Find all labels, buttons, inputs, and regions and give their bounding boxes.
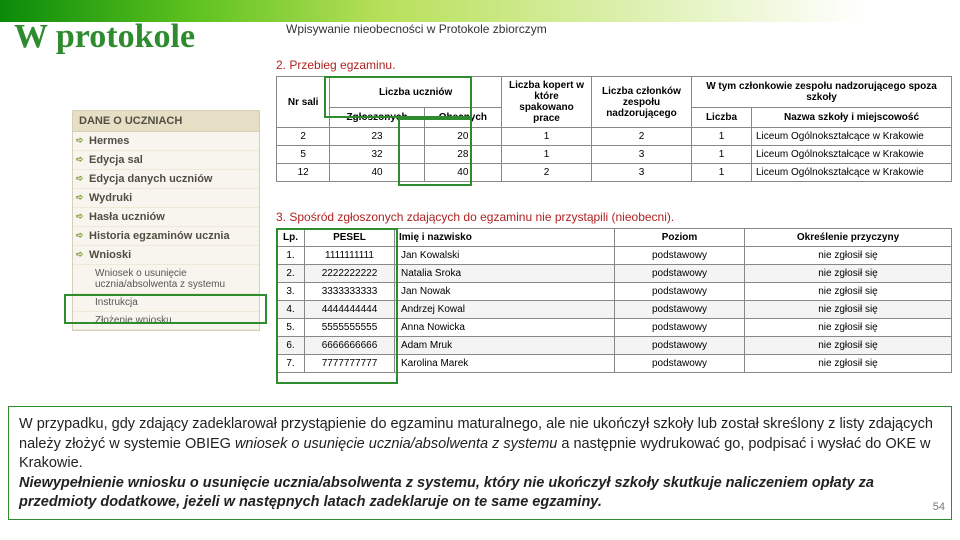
page-title: W protokole: [14, 18, 195, 56]
table-row: 4.4444444444Andrzej Kowalpodstawowynie z…: [277, 301, 952, 319]
table-row: 5.5555555555Anna Nowickapodstawowynie zg…: [277, 319, 952, 337]
table-row: 1.1111111111Jan Kowalskipodstawowynie zg…: [277, 247, 952, 265]
sidebar-item-wnioski[interactable]: Wnioski: [73, 246, 259, 265]
section-3: 3. Spośród zgłoszonych zdających do egza…: [276, 210, 952, 373]
sidebar-sub-zlozenie[interactable]: Złożenie wniosku: [73, 312, 259, 330]
th-liczba-uczniow: Liczba uczniów: [330, 77, 502, 108]
sidebar-item-hermes[interactable]: Hermes: [73, 132, 259, 151]
th-przyczyna: Określenie przyczyny: [745, 229, 952, 247]
th-poziom: Poziom: [615, 229, 745, 247]
sidebar-item-edycja-danych[interactable]: Edycja danych uczniów: [73, 170, 259, 189]
th-imie: Imię i nazwisko: [395, 229, 615, 247]
section-2: 2. Przebieg egzaminu. Nr sali Liczba ucz…: [276, 58, 952, 182]
sidebar-sub-instrukcja[interactable]: Instrukcja: [73, 294, 259, 312]
sidebar-item-wydruki[interactable]: Wydruki: [73, 189, 259, 208]
sidebar-panel: DANE O UCZNIACH Hermes Edycja sal Edycja…: [72, 110, 260, 331]
bottom-text-2: Niewypełnienie wniosku o usunięcie uczni…: [19, 475, 874, 511]
section-3-table: Lp. PESEL Imię i nazwisko Poziom Określe…: [276, 228, 952, 373]
page-number: 54: [933, 500, 945, 515]
th-obecnych: Obecnych: [424, 108, 501, 128]
sidebar-item-edycja-sal[interactable]: Edycja sal: [73, 151, 259, 170]
table-row: 2.2222222222Natalia Srokapodstawowynie z…: [277, 265, 952, 283]
th-koperty: Liczba kopert w które spakowano prace: [502, 77, 592, 128]
table-row: 3.3333333333Jan Nowakpodstawowynie zgłos…: [277, 283, 952, 301]
th-nadzor: Liczba członków zespołu nadzorującego: [592, 77, 692, 128]
section-2-title: 2. Przebieg egzaminu.: [276, 58, 952, 72]
sidebar-header: DANE O UCZNIACH: [73, 111, 259, 132]
th-lp: Lp.: [277, 229, 305, 247]
table-row: 6.6666666666Adam Mrukpodstawowynie zgłos…: [277, 337, 952, 355]
section-3-title: 3. Spośród zgłoszonych zdających do egza…: [276, 210, 952, 224]
table-row: 5 32 28 1 3 1 Liceum Ogólnokształcące w …: [277, 146, 952, 164]
th-nr-sali: Nr sali: [277, 77, 330, 128]
table-row: 7.7777777777Karolina Marekpodstawowynie …: [277, 355, 952, 373]
bottom-text-1b: wniosek o usunięcie ucznia/absolwenta z …: [235, 436, 557, 452]
section-2-table: Nr sali Liczba uczniów Liczba kopert w k…: [276, 76, 952, 182]
th-zgloszonych: Zgłoszonych: [330, 108, 424, 128]
th-nazwa-szkoly: Nazwa szkoły i miejscowość: [752, 108, 952, 128]
th-liczba: Liczba: [692, 108, 752, 128]
table-row: 2 23 20 1 2 1 Liceum Ogólnokształcące w …: [277, 128, 952, 146]
sidebar-sub-wniosek-usuniecie[interactable]: Wniosek o usunięcie ucznia/absolwenta z …: [73, 265, 259, 294]
sidebar-item-historia[interactable]: Historia egzaminów ucznia: [73, 227, 259, 246]
th-spoza: W tym członkowie zespołu nadzorującego s…: [692, 77, 952, 108]
table-row: 12 40 40 2 3 1 Liceum Ogólnokształcące w…: [277, 164, 952, 182]
subtitle-label: Wpisywanie nieobecności w Protokole zbio…: [286, 22, 547, 36]
th-pesel: PESEL: [305, 229, 395, 247]
sidebar-item-hasla[interactable]: Hasła uczniów: [73, 208, 259, 227]
bottom-info-box: W przypadku, gdy zdający zadeklarował pr…: [8, 406, 952, 520]
